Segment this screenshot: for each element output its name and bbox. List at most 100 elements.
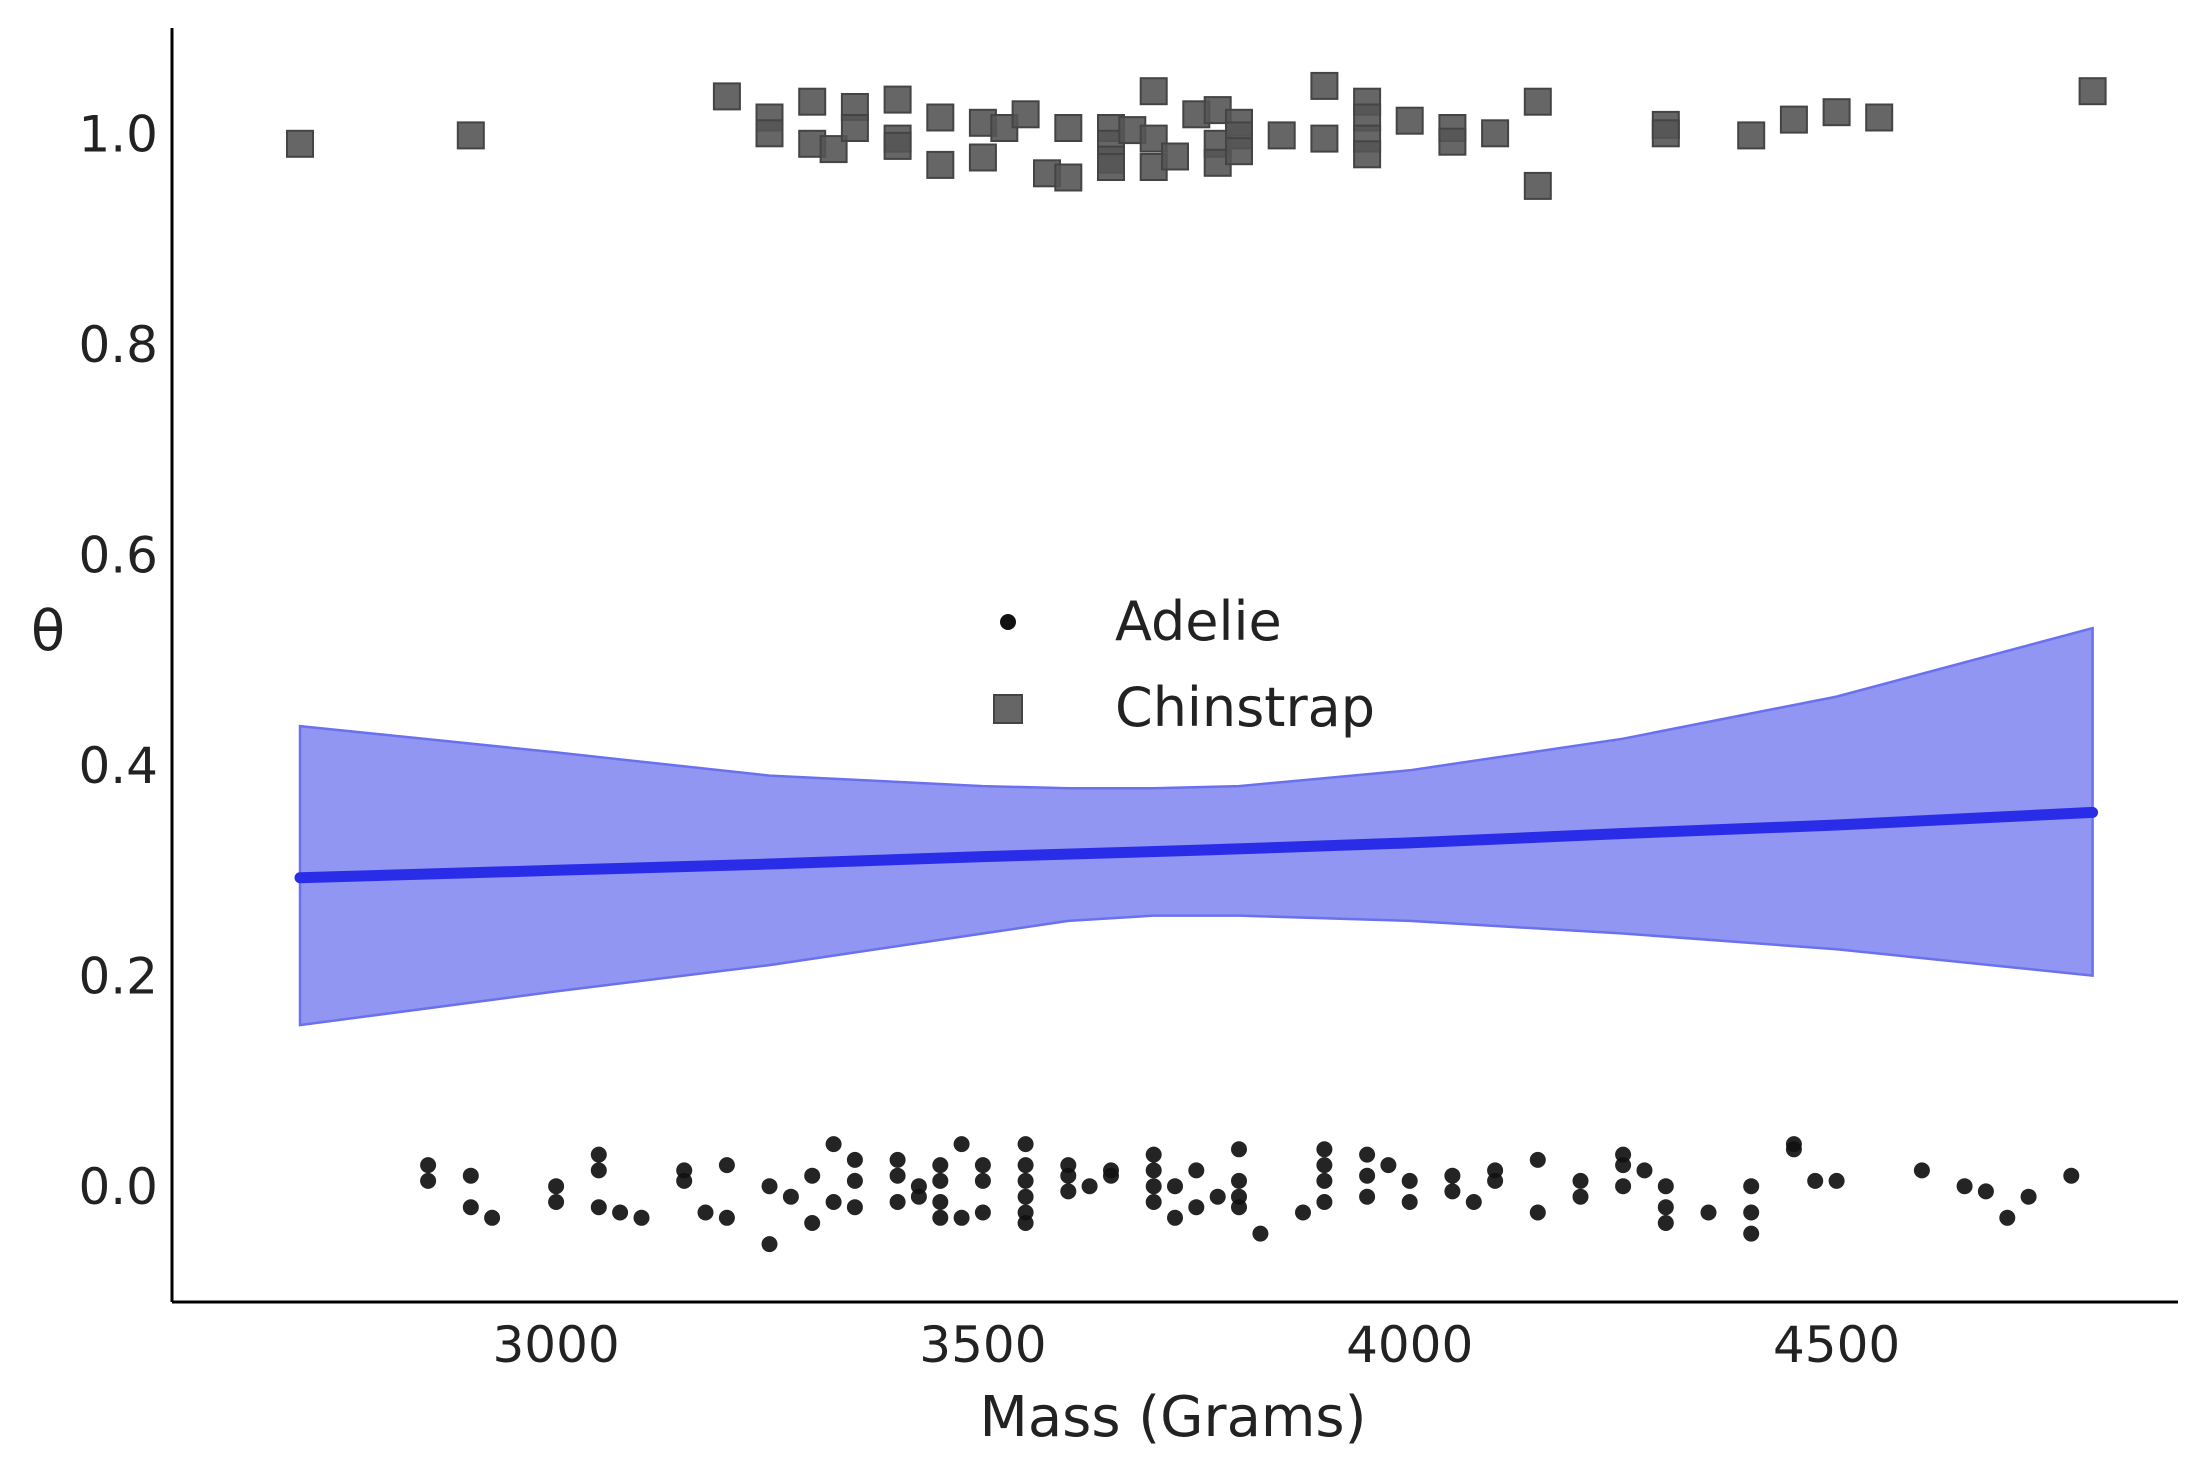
adelie-point xyxy=(1444,1167,1461,1184)
interval-band-layer xyxy=(298,626,2094,1027)
adelie-point xyxy=(910,1188,927,1205)
adelie-point xyxy=(548,1194,565,1210)
adelie-point xyxy=(1444,1183,1461,1200)
y-tick-label: 1.0 xyxy=(78,105,158,163)
legend-label-adelie: Adelie xyxy=(1115,590,1282,653)
chinstrap-point xyxy=(883,85,912,114)
chinstrap-point xyxy=(1523,171,1552,200)
ticks: 3000 3500 4000 4500 0.0 0.2 0.4 0.6 0.8 1.0 xyxy=(78,105,1900,1374)
chinstrap-point xyxy=(1225,137,1253,166)
adelie-point xyxy=(1060,1167,1077,1184)
adelie-point xyxy=(1807,1172,1824,1189)
chinstrap-point xyxy=(456,121,485,150)
adelie-point xyxy=(1743,1178,1760,1195)
adelie-point xyxy=(1359,1167,1376,1184)
chinstrap-point xyxy=(1779,105,1808,134)
adelie-point xyxy=(1529,1204,1546,1221)
y-tick-label: 0.0 xyxy=(78,1158,158,1216)
adelie-point xyxy=(846,1199,863,1216)
adelie-point xyxy=(590,1162,607,1179)
adelie-point xyxy=(1060,1183,1077,1200)
chinstrap-point xyxy=(1310,124,1339,153)
adelie-point xyxy=(1401,1172,1418,1189)
adelie-point xyxy=(889,1167,906,1184)
chinstrap-point xyxy=(1054,114,1083,142)
adelie-point xyxy=(1615,1178,1632,1195)
adelie-point xyxy=(825,1136,842,1153)
adelie-point xyxy=(1188,1162,1205,1179)
chinstrap-point xyxy=(2078,77,2107,106)
chinstrap-point xyxy=(1865,103,1894,132)
adelie-point xyxy=(1188,1199,1205,1216)
chinstrap-point xyxy=(1267,121,1296,150)
x-tick-label: 3500 xyxy=(919,1316,1046,1374)
adelie-point xyxy=(1487,1172,1504,1189)
adelie-point xyxy=(548,1178,565,1195)
chinstrap-point xyxy=(926,103,955,132)
adelie-point xyxy=(1145,1146,1162,1163)
adelie-point xyxy=(1231,1172,1247,1189)
adelie-point xyxy=(1081,1178,1098,1195)
adelie-point xyxy=(420,1157,437,1174)
adelie-point xyxy=(1103,1167,1119,1184)
adelie-point xyxy=(1316,1141,1333,1158)
legend-marker-adelie xyxy=(1000,614,1016,630)
chinstrap-point xyxy=(883,131,912,160)
adelie-point xyxy=(484,1209,501,1226)
adelie-point xyxy=(1017,1188,1034,1205)
adelie-point xyxy=(2063,1167,2080,1184)
chinstrap-point xyxy=(1438,127,1467,156)
interval-band xyxy=(298,626,2094,1027)
x-axis-label: Mass (Grams) xyxy=(980,1385,1367,1450)
adelie-point xyxy=(676,1172,693,1189)
adelie-point xyxy=(420,1172,437,1189)
chinstrap-point xyxy=(798,87,827,116)
chinstrap-point xyxy=(1395,106,1424,135)
adelie-point xyxy=(974,1172,991,1189)
adelie-point xyxy=(1743,1204,1760,1221)
adelie-point xyxy=(1359,1188,1376,1205)
adelie-point xyxy=(612,1204,629,1221)
chinstrap-point xyxy=(1161,142,1189,171)
adelie-point xyxy=(825,1194,842,1210)
chinstrap-point xyxy=(1822,98,1851,127)
chinstrap-point xyxy=(1011,100,1040,129)
adelie-point xyxy=(953,1136,970,1153)
chinstrap-point xyxy=(712,82,741,111)
adelie-point xyxy=(1657,1199,1674,1216)
y-axis-label: θ xyxy=(31,599,65,664)
chinstrap-point xyxy=(286,129,314,158)
adelie-point xyxy=(462,1167,479,1184)
adelie-point xyxy=(1657,1178,1674,1195)
chinstrap-point xyxy=(1737,121,1766,150)
adelie-point xyxy=(804,1215,821,1231)
chinstrap-point xyxy=(1481,119,1510,148)
adelie-point xyxy=(1977,1183,1994,1200)
adelie-point xyxy=(1209,1188,1226,1205)
adelie-point xyxy=(1743,1225,1760,1242)
adelie-point xyxy=(1252,1225,1269,1242)
y-tick-label: 0.8 xyxy=(78,316,158,374)
adelie-point xyxy=(974,1157,991,1174)
adelie-point xyxy=(1231,1141,1247,1158)
adelie-point xyxy=(846,1151,863,1168)
adelie-point xyxy=(1956,1178,1973,1195)
adelie-point xyxy=(974,1204,991,1221)
adelie-point xyxy=(1828,1172,1845,1189)
adelie-point xyxy=(1145,1178,1162,1195)
adelie-point xyxy=(1700,1204,1717,1221)
adelie-point xyxy=(1529,1151,1546,1168)
x-tick-label: 3000 xyxy=(492,1316,619,1374)
adelie-point xyxy=(1017,1136,1034,1153)
y-tick-label: 0.6 xyxy=(78,526,158,584)
legend-marker-chinstrap xyxy=(993,694,1023,724)
adelie-point xyxy=(1316,1157,1333,1174)
adelie-point xyxy=(953,1209,970,1226)
adelie-point xyxy=(846,1172,863,1189)
adelie-point xyxy=(462,1199,479,1216)
adelie-point xyxy=(889,1151,906,1168)
adelie-point xyxy=(1913,1162,1930,1179)
chinstrap-point xyxy=(1310,71,1339,100)
adelie-point xyxy=(1615,1157,1632,1174)
